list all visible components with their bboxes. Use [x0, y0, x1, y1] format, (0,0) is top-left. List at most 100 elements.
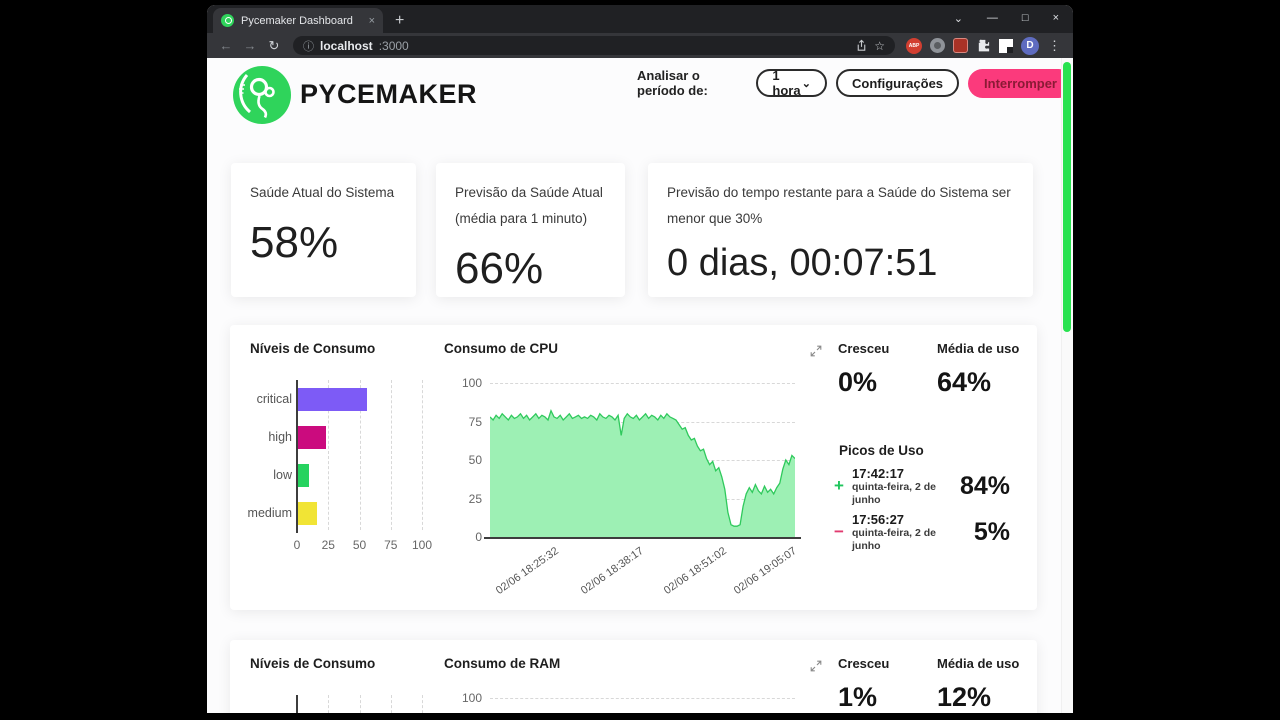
- grew-value: 1%: [838, 682, 878, 712]
- browser-menu-icon[interactable]: ⋮: [1048, 37, 1061, 53]
- stat-card-health: Saúde Atual do Sistema 58%: [231, 163, 416, 297]
- tab-close-icon[interactable]: ×: [368, 14, 375, 27]
- stat-card-time-remaining: Previsão do tempo restante para a Saúde …: [648, 163, 1033, 297]
- maximize-button[interactable]: □: [1021, 12, 1029, 24]
- peak-date: quinta-feira, 2 de junho: [852, 480, 937, 506]
- url-host: localhost: [320, 38, 373, 53]
- category-label: medium: [247, 506, 292, 520]
- peak-date: quinta-feira, 2 de junho: [852, 526, 937, 552]
- levels-chart-title: Níveis de Consumo: [250, 656, 376, 671]
- gridline: [359, 380, 361, 530]
- expand-icon[interactable]: [810, 660, 822, 672]
- scrollbar-thumb[interactable]: [1063, 62, 1071, 332]
- grew-value: 0%: [838, 367, 878, 397]
- x-tick-label: 02/06 18:25:32: [493, 545, 561, 597]
- ram-section: Níveis de Consumo Consumo de RAM 100 Cre…: [230, 640, 1037, 713]
- peaks-list: + 17:42:17 quinta-feira, 2 de junho 84% …: [834, 463, 1010, 555]
- dashboard-page: PYCEMAKER Analisar o período de: 1 hora …: [207, 58, 1073, 713]
- gridline: [328, 380, 330, 530]
- bar-high: [298, 426, 326, 449]
- y-axis-line: [296, 380, 298, 533]
- settings-button[interactable]: Configurações: [836, 69, 960, 97]
- extension-icon[interactable]: [930, 38, 945, 53]
- page-title: PYCEMAKER: [300, 79, 478, 109]
- period-value: 1 hora: [772, 68, 801, 98]
- y-tick-label: 0: [475, 530, 482, 544]
- avg-usage-label: Média de uso: [937, 656, 1020, 671]
- x-tick-label: 0: [293, 538, 301, 552]
- stop-button[interactable]: Interromper: [968, 68, 1073, 98]
- expand-icon[interactable]: [810, 345, 822, 357]
- peaks-title: Picos de Uso: [839, 443, 924, 458]
- gridline: [328, 695, 330, 713]
- adblock-extension-icon[interactable]: ABP: [906, 37, 922, 54]
- y-tick-label: 100: [461, 376, 482, 390]
- site-info-icon[interactable]: ⓘ: [303, 40, 314, 53]
- url-bar[interactable]: ⓘ localhost :3000 ☆: [293, 36, 895, 55]
- share-icon[interactable]: [855, 39, 868, 52]
- stat-label: Previsão do tempo restante para a Saúde …: [667, 185, 1011, 226]
- bar-low: [298, 464, 310, 487]
- y-tick-label: 75: [468, 414, 482, 429]
- category-label: low: [273, 468, 292, 482]
- gridline: [390, 695, 392, 713]
- reload-button[interactable]: ↻: [268, 37, 280, 53]
- profile-avatar[interactable]: D: [1021, 36, 1039, 55]
- gridline: [422, 380, 423, 530]
- browser-window: Pycemaker Dashboard × + ⌄ — □ × ← → ↻ ⓘ …: [207, 5, 1073, 713]
- y-tick-label: 50: [468, 453, 482, 467]
- category-label: high: [268, 430, 292, 444]
- back-button[interactable]: ←: [219, 38, 233, 53]
- usage-chart-title: Consumo de CPU: [444, 341, 559, 356]
- scrollbar-track[interactable]: [1061, 58, 1073, 713]
- pycemaker-logo: [233, 66, 291, 124]
- stat-value: 58%: [250, 218, 339, 267]
- peak-item-min: − 17:56:27 quinta-feira, 2 de junho 5%: [834, 509, 1010, 555]
- peak-item-max: + 17:42:17 quinta-feira, 2 de junho 84%: [834, 463, 1010, 509]
- stat-value: 66%: [455, 244, 544, 293]
- peak-time: 17:42:17: [852, 465, 905, 481]
- extension-icon[interactable]: [953, 38, 968, 53]
- consumption-levels-bar-chart: [230, 695, 470, 713]
- browser-tab[interactable]: Pycemaker Dashboard ×: [213, 8, 383, 33]
- peak-value: 84%: [959, 471, 1010, 500]
- y-tick-label: 100: [461, 691, 482, 705]
- extensions-puzzle-icon[interactable]: [976, 38, 991, 53]
- new-tab-button[interactable]: +: [395, 12, 405, 29]
- browser-toolbar: ← → ↻ ⓘ localhost :3000 ☆ ABP D ⋮: [207, 33, 1073, 58]
- grew-label: Cresceu: [838, 341, 890, 356]
- ram-usage-area-chart: 100: [230, 640, 830, 713]
- gridline: [490, 698, 795, 699]
- close-button[interactable]: ×: [1052, 12, 1059, 24]
- header-controls: Analisar o período de: 1 hora ⌄ Configur…: [637, 68, 1073, 98]
- tab-title: Pycemaker Dashboard: [241, 14, 353, 27]
- y-axis-line: [296, 695, 298, 713]
- chevron-down-icon: ⌄: [801, 77, 812, 90]
- window-controls: ⌄ — □ ×: [942, 5, 1071, 31]
- forward-button[interactable]: →: [243, 38, 257, 53]
- x-axis-line: [484, 537, 801, 539]
- cpu-usage-area-chart: 0 25 50 75 100 02/06 18:25:32 02/06 18:38:17 02…: [230, 325, 830, 610]
- tab-search-icon[interactable]: ⌄: [953, 12, 963, 25]
- stat-label: Saúde Atual do Sistema: [250, 185, 395, 200]
- avg-usage-label: Média de uso: [937, 341, 1020, 356]
- extension-icon[interactable]: [999, 38, 1013, 53]
- site-favicon-icon: [221, 14, 234, 27]
- minimize-button[interactable]: —: [986, 12, 998, 24]
- bookmark-star-icon[interactable]: ☆: [874, 38, 885, 53]
- x-tick-label: 100: [411, 538, 433, 552]
- bar-critical: [298, 388, 367, 411]
- gridline: [390, 380, 392, 530]
- period-select[interactable]: 1 hora ⌄: [756, 68, 828, 98]
- tab-strip: Pycemaker Dashboard × + ⌄ — □ ×: [207, 5, 1073, 33]
- bar-medium: [298, 502, 317, 525]
- stat-label: Previsão da Saúde Atual (média para 1 mi…: [455, 185, 603, 226]
- category-label: critical: [256, 392, 292, 406]
- grew-label: Cresceu: [838, 656, 890, 671]
- x-tick-label: 50: [352, 538, 367, 552]
- gridline: [359, 695, 361, 713]
- y-tick-label: 25: [468, 491, 482, 506]
- stat-value: 0 dias, 00:07:51: [667, 242, 938, 284]
- cpu-section: Níveis de Consumo Consumo de CPU 0 25 50 75…: [230, 325, 1037, 610]
